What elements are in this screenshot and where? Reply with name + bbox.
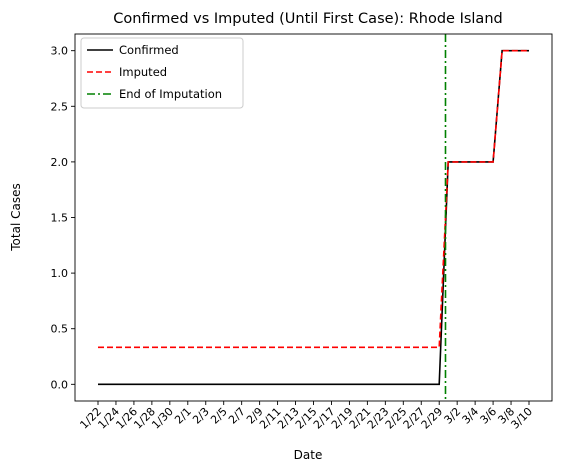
x-axis-label: Date (294, 448, 323, 462)
legend-label: Imputed (119, 65, 167, 79)
legend: Confirmed Imputed End of Imputation (80, 37, 244, 109)
legend-label: Confirmed (119, 43, 179, 57)
legend-label: End of Imputation (119, 87, 222, 101)
y-tick-label: 2.5 (51, 100, 69, 113)
y-tick-label: 3.0 (51, 45, 69, 58)
y-tick-label: 0.0 (51, 378, 69, 391)
y-axis-label: Total Cases (9, 183, 23, 251)
legend-box (80, 37, 244, 109)
y-tick-label: 2.0 (51, 156, 69, 169)
plot-area (98, 34, 529, 401)
x-axis: 1/221/241/261/281/302/12/32/52/72/92/112… (77, 401, 535, 432)
y-tick-label: 1.5 (51, 212, 69, 225)
y-tick-label: 0.5 (51, 323, 69, 336)
x-tick-label: 3/10 (508, 405, 535, 432)
y-tick-label: 1.0 (51, 267, 69, 280)
series-line-imputed (98, 49, 529, 349)
chart-title: Confirmed vs Imputed (Until First Case):… (113, 11, 502, 27)
y-axis: 0.0 0.5 1.0 1.5 2.0 2.5 3.0 (51, 45, 75, 391)
